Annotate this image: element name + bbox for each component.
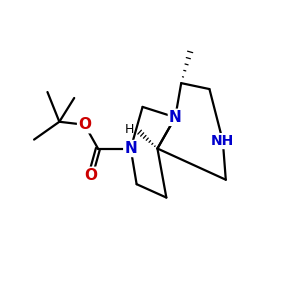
Text: NH: NH xyxy=(211,134,234,148)
Text: H: H xyxy=(124,123,134,136)
Text: O: O xyxy=(78,117,91,132)
Text: O: O xyxy=(84,168,97,183)
Text: N: N xyxy=(124,141,137,156)
Text: N: N xyxy=(169,110,182,125)
